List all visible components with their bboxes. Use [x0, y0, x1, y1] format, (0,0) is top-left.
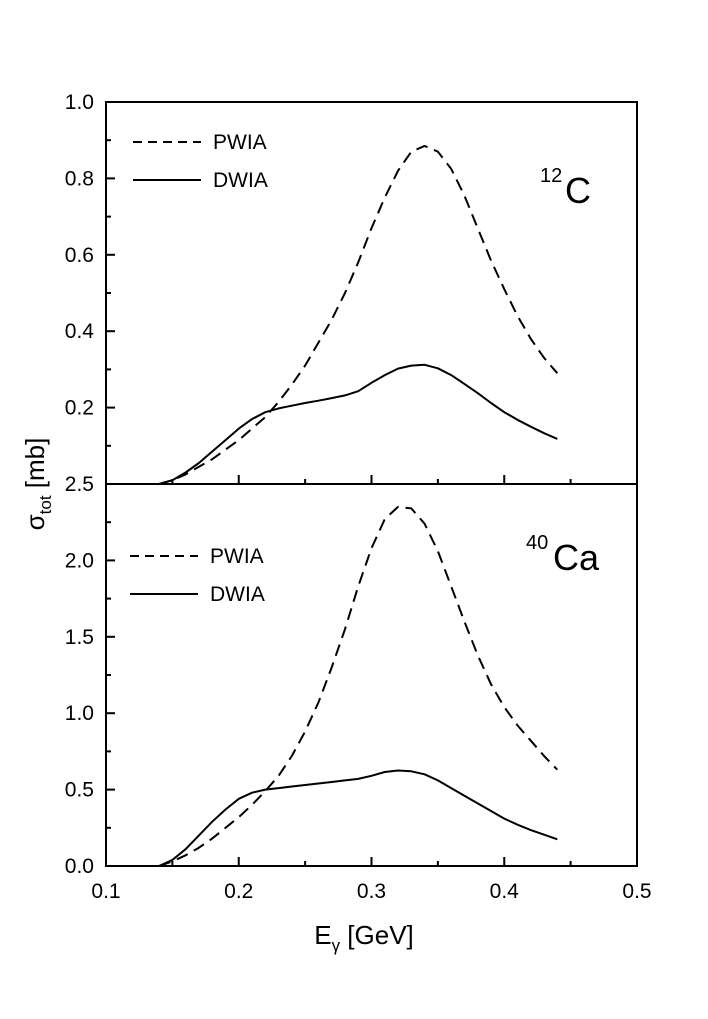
y-tick-label: 0.2 — [65, 397, 94, 420]
series-line-pwia — [158, 144, 559, 485]
x-axis-title: Eγ [GeV] — [314, 920, 414, 955]
panel-bottom-40Ca: 0.1 0.2 0.3 0.4 0.5 0.0 0.5 1.0 1.5 2.0 2.5 PWIA D… — [65, 473, 652, 903]
legend-label-pwia: PWIA — [210, 545, 264, 568]
panel-bottom-legend: PWIA DWIA — [130, 545, 265, 606]
x-tick-label: 0.3 — [357, 880, 386, 903]
x-axis-subscript: γ — [332, 936, 341, 955]
y-tick-label: 0.5 — [65, 779, 94, 802]
y-tick-label: 0.8 — [65, 167, 94, 190]
y-tick-label: 0.6 — [65, 244, 94, 267]
panel-bottom-ticks: 0.1 0.2 0.3 0.4 0.5 0.0 0.5 1.0 1.5 2.0 2.5 — [65, 473, 652, 903]
panel-top-ticks: 0.2 0.4 0.6 0.8 1.0 — [65, 91, 638, 484]
y-tick-label: 0.0 — [65, 855, 94, 878]
y-tick-label: 1.5 — [65, 626, 94, 649]
y-tick-label: 1.0 — [65, 702, 94, 725]
y-tick-label: 2.5 — [65, 473, 94, 496]
series-line-pwia — [158, 505, 559, 867]
nucleus-symbol: Ca — [553, 537, 600, 578]
y-axis-symbol: σ — [20, 514, 50, 530]
panel-bottom-series — [158, 505, 559, 867]
panel-top-series — [158, 144, 559, 485]
legend-label-dwia: DWIA — [213, 169, 268, 192]
panel-bottom-frame — [105, 483, 638, 867]
nucleus-mass-number: 40 — [526, 532, 548, 554]
y-axis-title: σtot [mb] — [20, 438, 55, 531]
legend-label-pwia: PWIA — [213, 131, 267, 154]
series-line-dwia — [158, 363, 558, 485]
panel-top-legend: PWIA DWIA — [133, 131, 268, 192]
legend-label-dwia: DWIA — [210, 583, 265, 606]
x-axis-symbol: E — [314, 920, 331, 950]
x-axis-unit: [GeV] — [340, 920, 414, 950]
series-line-dwia — [158, 769, 558, 867]
y-tick-label: 2.0 — [65, 549, 94, 572]
y-tick-label: 1.0 — [65, 91, 94, 114]
y-axis-subscript: tot — [36, 495, 55, 514]
y-tick-label: 0.4 — [65, 320, 95, 343]
nucleus-mass-number: 12 — [540, 165, 562, 187]
x-tick-label: 0.1 — [91, 880, 120, 903]
x-tick-label: 0.2 — [224, 880, 253, 903]
nucleus-symbol: C — [565, 170, 591, 211]
nucleus-label-12C: 12 C — [540, 165, 591, 211]
x-tick-label: 0.5 — [622, 880, 651, 903]
nucleus-label-40Ca: 40 Ca — [526, 532, 600, 578]
x-tick-label: 0.4 — [490, 880, 520, 903]
panel-top-12C: 0.2 0.4 0.6 0.8 1.0 PWIA DWIA 12 C — [65, 91, 638, 485]
y-axis-unit: [mb] — [20, 438, 50, 496]
